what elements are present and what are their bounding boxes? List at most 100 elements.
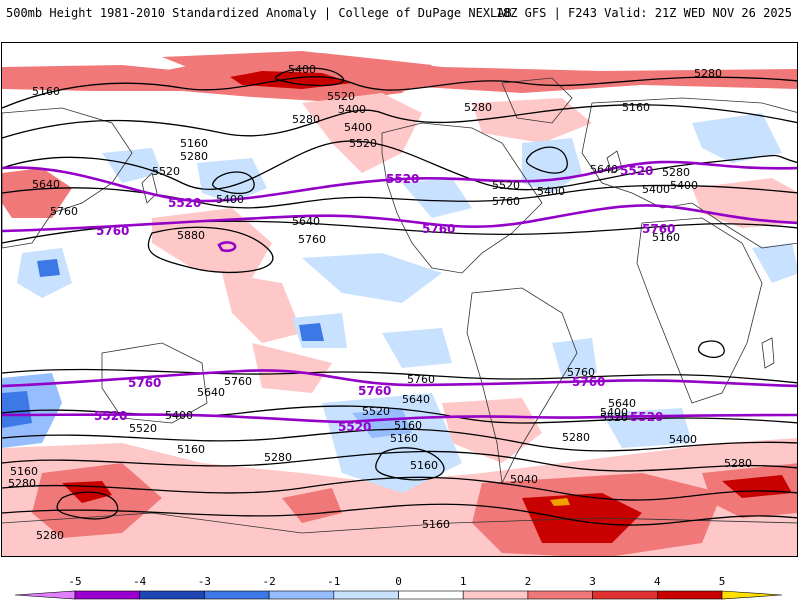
anomaly-area: [442, 398, 542, 463]
anomaly-area: [2, 168, 72, 218]
contour-label-5520: 5520: [630, 410, 663, 424]
legend-tick-label: -4: [133, 575, 147, 588]
height-contour: [2, 104, 797, 139]
legend-swatch: [204, 590, 270, 600]
contour-label-5520: 5520: [386, 172, 419, 186]
contour-label: 5280: [36, 529, 64, 542]
contour-label: 5520: [129, 422, 157, 435]
legend-tick-label: -3: [198, 575, 211, 588]
anomaly-area: [752, 243, 797, 283]
contour-label: 5280: [292, 113, 320, 126]
anomaly-area: [302, 253, 442, 303]
eurasia-outline: [581, 97, 797, 249]
contour-label-5760: 5760: [642, 222, 675, 236]
contour-value-labels: 5400 5280 5160 5520 5400 5280 5400 5520 …: [8, 63, 752, 542]
legend-tick-label: 2: [525, 575, 532, 588]
contour-label: 5400: [669, 433, 697, 446]
contour-label-5760: 5760: [358, 384, 391, 398]
asia-east-outline: [2, 107, 133, 249]
legend-tick-label: -2: [262, 575, 275, 588]
map-title: 500mb Height 1981-2010 Standardized Anom…: [6, 6, 512, 20]
contour-label: 5160: [410, 459, 438, 472]
coastlines: [2, 77, 797, 534]
legend-swatch: [139, 590, 205, 600]
contour-label: 5400: [642, 183, 670, 196]
anomaly-area: [522, 493, 642, 543]
height-contour: [56, 491, 119, 520]
contour-label: 5760: [224, 375, 252, 388]
weather-map: 5400 5280 5160 5520 5400 5280 5400 5520 …: [1, 42, 798, 557]
contour-label: 5400: [537, 185, 565, 198]
contour-label-5760: 5760: [572, 375, 605, 389]
contour-5520-south: [2, 413, 797, 424]
height-contours: [2, 67, 797, 526]
height-contour: [147, 226, 274, 274]
legend-bar: -5 -4 -3 -2 -1 0 1 2 3 4 5: [14, 575, 783, 600]
legend-swatch: [398, 590, 464, 600]
contour-label: 5640: [402, 393, 430, 406]
legend-tick-label: 0: [395, 575, 402, 588]
contour-label: 5400: [165, 409, 193, 422]
contour-label-5520: 5520: [620, 164, 653, 178]
contour-label: 5520: [327, 90, 355, 103]
contour-label: 5400: [344, 121, 372, 134]
contour-label: 5640: [608, 397, 636, 410]
contour-label: 5760: [407, 373, 435, 386]
contour-label: 5400: [288, 63, 316, 76]
height-contour: [375, 447, 445, 481]
contour-label: 5160: [177, 443, 205, 456]
legend-swatch: [462, 590, 529, 600]
contour-label: 5160: [32, 85, 60, 98]
contour-label: 5400: [338, 103, 366, 116]
legend-tick-label: -5: [68, 575, 81, 588]
color-scale-legend: -5 -4 -3 -2 -1 0 1 2 3 4 5: [0, 570, 800, 600]
contour-label: 5280: [180, 150, 208, 163]
height-contour: [274, 67, 345, 87]
contour-label-5520: 5520: [338, 420, 371, 434]
contour-label: 5160: [652, 231, 680, 244]
legend-swatch: [592, 590, 658, 600]
anomaly-area: [252, 343, 332, 393]
contour-label: 5280: [464, 101, 492, 114]
contour-label: 5160: [394, 419, 422, 432]
height-contour: [525, 146, 568, 174]
contour-label: 5040: [510, 473, 538, 486]
greenland-outline: [501, 77, 573, 124]
contour-label: 5160: [390, 432, 418, 445]
contour-label: 5280: [8, 477, 36, 490]
legend-swatch: [527, 590, 593, 600]
contour-label-5520: 5520: [94, 409, 127, 423]
highlight-contours: [2, 160, 797, 424]
contour-label: 5400: [670, 179, 698, 192]
contour-label-5760: 5760: [96, 224, 129, 238]
legend-swatch: [656, 590, 723, 600]
model-run-info: 18Z GFS | F243 Valid: 21Z WED NOV 26 202…: [495, 6, 792, 20]
japan-outline: [141, 172, 158, 204]
height-contour: [2, 76, 797, 109]
height-contour: [2, 428, 797, 452]
anomaly-area: [222, 273, 302, 343]
anomaly-area: [382, 328, 452, 368]
height-contour: [212, 171, 255, 195]
contour-5880-loop: [217, 241, 237, 253]
contour-label: 5400: [600, 406, 628, 419]
contour-label: 5280: [562, 431, 590, 444]
contour-label: 5280: [264, 451, 292, 464]
australia-outline: [101, 342, 208, 424]
contour-label: 5280: [694, 67, 722, 80]
anomaly-area: [722, 475, 792, 498]
anomaly-area: [37, 259, 60, 277]
anomaly-area: [102, 148, 162, 183]
contour-label-5760: 5760: [422, 222, 455, 236]
contour-label: 5520: [600, 411, 628, 424]
contour-label: 5640: [590, 163, 618, 176]
contour-label-5520: 5520: [168, 196, 201, 210]
africa-outline: [636, 217, 763, 404]
contour-label: 5640: [32, 178, 60, 191]
legend-swatch: [74, 590, 140, 600]
contour-5760-north: [2, 204, 797, 233]
contour-5520-north: [2, 160, 797, 203]
anomaly-area: [550, 498, 570, 506]
contour-label: 5160: [10, 465, 38, 478]
contour-label: 5760: [492, 195, 520, 208]
